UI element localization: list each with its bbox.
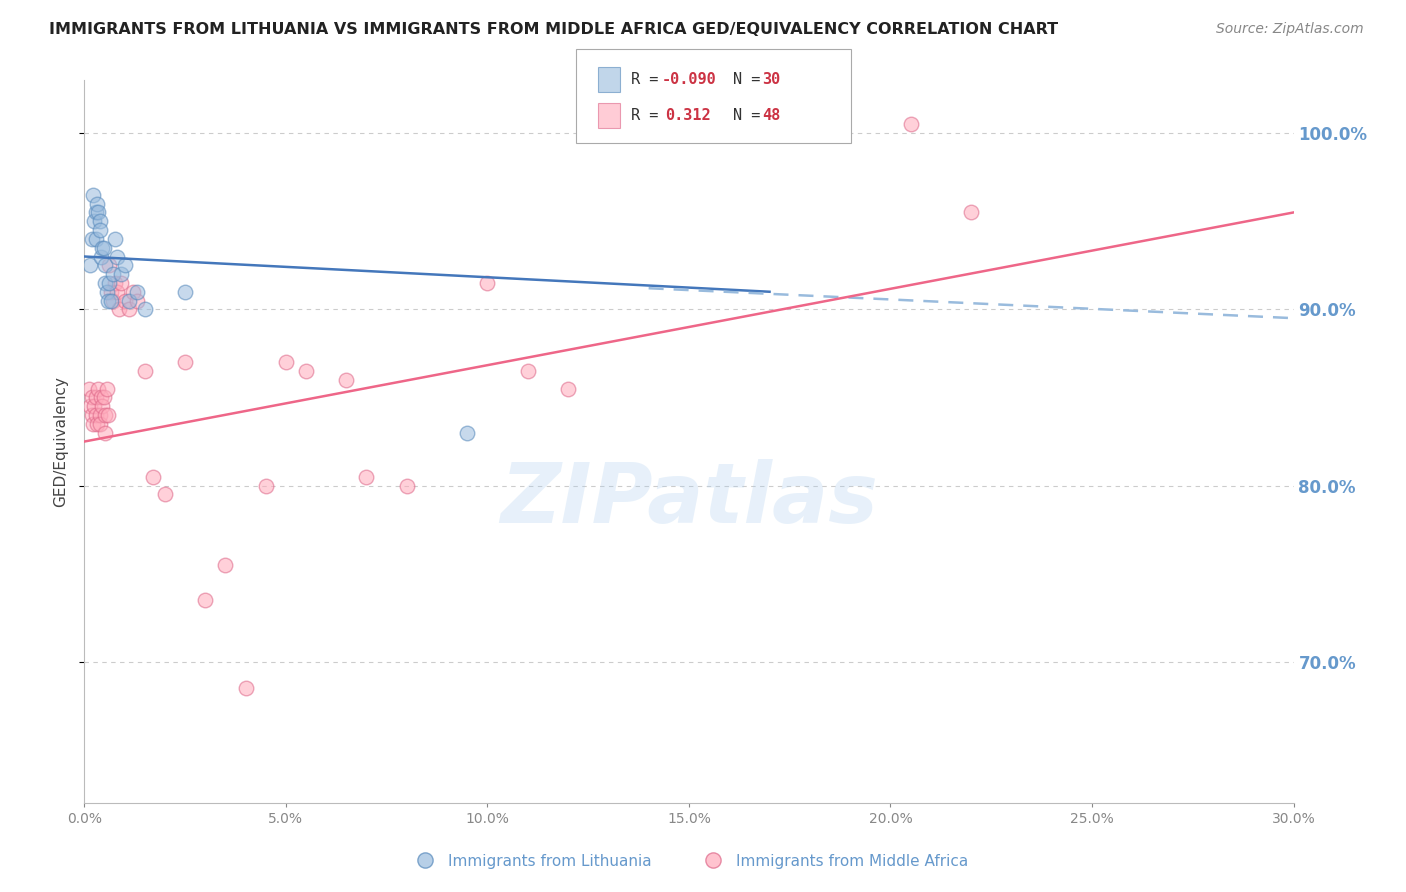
Point <box>900 117 922 131</box>
Point <box>110 267 132 281</box>
Point <box>142 470 165 484</box>
Point <box>100 285 122 299</box>
Point <box>104 276 127 290</box>
Point <box>89 223 111 237</box>
Point <box>94 425 117 440</box>
Point <box>235 681 257 696</box>
Point <box>80 391 103 405</box>
Point <box>83 399 105 413</box>
Point <box>697 117 720 131</box>
Point <box>79 258 101 272</box>
Text: IMMIGRANTS FROM LITHUANIA VS IMMIGRANTS FROM MIDDLE AFRICA GED/EQUIVALENCY CORRE: IMMIGRANTS FROM LITHUANIA VS IMMIGRANTS … <box>49 22 1059 37</box>
Point <box>82 408 104 422</box>
Point <box>86 417 108 431</box>
Point <box>105 285 128 299</box>
Point <box>557 382 579 396</box>
Point <box>100 293 122 308</box>
Point <box>114 258 136 272</box>
Point <box>118 302 141 317</box>
Point <box>86 196 108 211</box>
Text: Source: ZipAtlas.com: Source: ZipAtlas.com <box>1216 22 1364 37</box>
Text: 30: 30 <box>762 72 780 87</box>
Point <box>86 205 108 219</box>
Text: ZIPatlas: ZIPatlas <box>501 458 877 540</box>
Point <box>153 487 176 501</box>
Point <box>174 285 197 299</box>
Point <box>82 187 104 202</box>
Text: 48: 48 <box>762 108 780 122</box>
Text: -0.090: -0.090 <box>662 72 717 87</box>
Point <box>90 250 112 264</box>
Point <box>77 382 100 396</box>
Text: R =: R = <box>631 108 676 122</box>
Point <box>82 417 104 431</box>
Point <box>254 478 277 492</box>
Point <box>477 276 499 290</box>
Point <box>97 408 120 422</box>
Point <box>90 391 112 405</box>
Point <box>105 250 128 264</box>
Point <box>174 355 197 369</box>
Point <box>93 258 115 272</box>
Y-axis label: GED/Equivalency: GED/Equivalency <box>53 376 69 507</box>
Point <box>134 364 156 378</box>
Point <box>80 232 103 246</box>
Point <box>960 205 983 219</box>
Point <box>94 276 117 290</box>
Text: 0.312: 0.312 <box>665 108 710 122</box>
Point <box>79 399 101 413</box>
Point <box>194 593 217 607</box>
Point <box>125 285 148 299</box>
Point <box>84 232 107 246</box>
Point <box>91 399 114 413</box>
Point <box>107 302 129 317</box>
Point <box>93 391 115 405</box>
Point <box>125 293 148 308</box>
Point <box>516 364 538 378</box>
Point <box>395 478 418 492</box>
Point <box>91 241 114 255</box>
Point <box>335 373 357 387</box>
Point <box>83 214 105 228</box>
Point <box>114 293 136 308</box>
Point <box>104 232 127 246</box>
Point <box>96 382 118 396</box>
Point <box>214 558 236 572</box>
Legend: Immigrants from Lithuania, Immigrants from Middle Africa: Immigrants from Lithuania, Immigrants fr… <box>404 847 974 875</box>
Point <box>456 425 478 440</box>
Point <box>295 364 318 378</box>
Point <box>274 355 297 369</box>
Point <box>84 391 107 405</box>
Point <box>89 408 111 422</box>
Point <box>110 276 132 290</box>
Point <box>96 285 118 299</box>
Point <box>93 241 115 255</box>
Point <box>89 214 111 228</box>
Point <box>356 470 378 484</box>
Text: R =: R = <box>631 72 668 87</box>
Text: N =: N = <box>733 108 769 122</box>
Text: N =: N = <box>733 72 769 87</box>
Point <box>93 408 115 422</box>
Point <box>86 408 108 422</box>
Point <box>97 258 120 272</box>
Point <box>101 267 124 281</box>
Point <box>97 293 120 308</box>
Point <box>97 276 120 290</box>
Point <box>87 205 110 219</box>
Point <box>101 293 124 308</box>
Point <box>121 285 143 299</box>
Point <box>89 417 111 431</box>
Point <box>87 382 110 396</box>
Point <box>118 293 141 308</box>
Point <box>134 302 156 317</box>
